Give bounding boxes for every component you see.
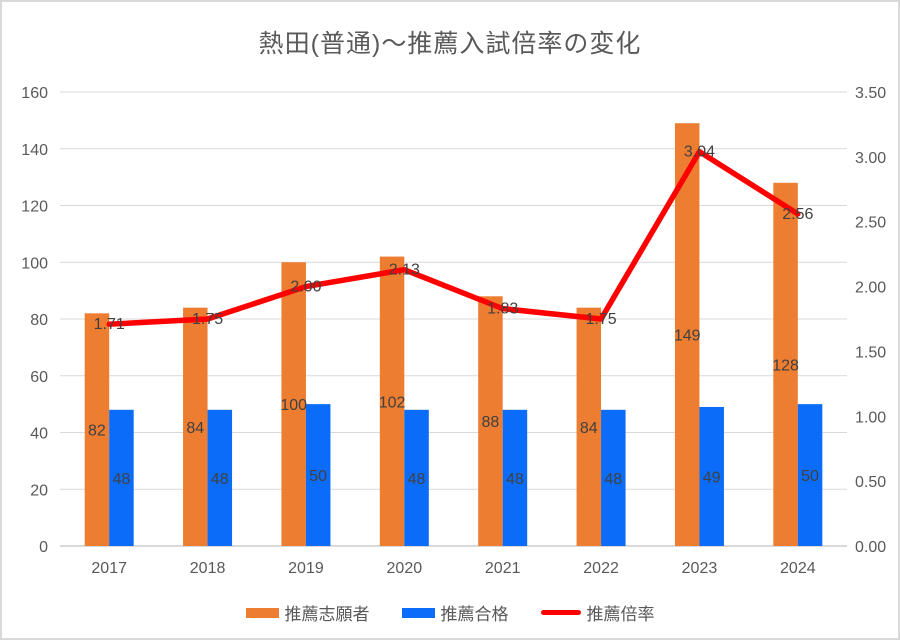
data-label-ratio-2023: 3.04 xyxy=(684,144,715,161)
data-label-applicants-2023: 149 xyxy=(674,328,701,345)
data-label-applicants-2020: 102 xyxy=(379,394,406,411)
legend-item-passed: 推薦合格 xyxy=(401,600,509,625)
bar-applicants-2020 xyxy=(379,256,405,546)
legend-item-ratio: 推薦倍率 xyxy=(540,600,655,625)
legend-label-applicants: 推薦志願者 xyxy=(284,605,370,624)
right-axis-tick: 0.50 xyxy=(855,474,886,491)
left-axis-tick: 20 xyxy=(30,482,48,499)
legend-swatch-applicants xyxy=(245,607,279,618)
data-label-passed-2017: 48 xyxy=(113,471,131,488)
category-label-2020: 2020 xyxy=(387,560,423,577)
left-axis-tick: 100 xyxy=(21,255,48,272)
data-label-ratio-2017: 1.71 xyxy=(94,316,125,333)
category-label-2023: 2023 xyxy=(682,560,718,577)
category-label-2024: 2024 xyxy=(780,560,816,577)
bar-applicants-2021 xyxy=(478,296,503,546)
data-label-ratio-2021: 1.83 xyxy=(487,301,518,318)
bar-applicants-2019 xyxy=(281,262,306,546)
data-label-ratio-2019: 2.00 xyxy=(290,279,321,296)
data-label-ratio-2020: 2.13 xyxy=(389,262,420,279)
data-label-ratio-2022: 1.75 xyxy=(585,311,616,328)
data-label-passed-2022: 48 xyxy=(604,471,622,488)
bar-passed-2021 xyxy=(502,409,528,546)
legend-label-ratio: 推薦倍率 xyxy=(586,605,655,624)
data-label-ratio-2024: 2.56 xyxy=(782,206,813,223)
legend-swatch-passed xyxy=(401,607,435,618)
bar-applicants-2023 xyxy=(674,123,700,547)
data-label-passed-2021: 48 xyxy=(506,471,524,488)
bar-passed-2022 xyxy=(601,409,626,546)
category-label-2021: 2021 xyxy=(485,560,521,577)
bar-applicants-2018 xyxy=(183,307,208,546)
data-label-applicants-2018: 84 xyxy=(186,420,204,437)
legend-item-applicants: 推薦志願者 xyxy=(245,600,370,625)
category-label-2022: 2022 xyxy=(583,560,619,577)
left-axis-tick: 80 xyxy=(30,312,48,329)
bar-passed-2020 xyxy=(404,409,429,546)
data-label-passed-2019: 50 xyxy=(309,468,327,485)
left-axis-tick: 120 xyxy=(21,199,48,216)
right-axis-tick: 3.50 xyxy=(855,85,886,102)
legend: 推薦志願者 推薦合格 推薦倍率 xyxy=(2,600,898,625)
data-label-applicants-2017: 82 xyxy=(88,423,106,440)
data-label-applicants-2021: 88 xyxy=(482,414,500,431)
legend-label-passed: 推薦合格 xyxy=(440,605,509,624)
bar-applicants-2017 xyxy=(84,313,110,546)
data-label-applicants-2019: 100 xyxy=(280,397,307,414)
category-label-2018: 2018 xyxy=(190,560,226,577)
bar-passed-2018 xyxy=(207,409,233,546)
category-label-2017: 2017 xyxy=(91,560,127,577)
left-axis-tick: 40 xyxy=(30,426,48,443)
right-axis-tick: 3.00 xyxy=(855,150,886,167)
data-label-passed-2018: 48 xyxy=(211,471,229,488)
bar-passed-2019 xyxy=(305,404,331,546)
data-label-passed-2024: 50 xyxy=(801,468,819,485)
right-axis-tick: 1.00 xyxy=(855,409,886,426)
bar-passed-2024 xyxy=(797,404,823,546)
bar-applicants-2022 xyxy=(576,307,602,546)
data-label-passed-2023: 49 xyxy=(703,469,721,486)
chart-title: 熱田(普通)～推薦入試倍率の変化 xyxy=(258,30,642,58)
bar-passed-2023 xyxy=(699,406,724,546)
bar-applicants-2024 xyxy=(773,182,798,547)
left-axis-tick: 160 xyxy=(21,85,48,102)
data-label-ratio-2018: 1.75 xyxy=(192,311,223,328)
right-axis-tick: 1.50 xyxy=(855,344,886,361)
left-axis-tick: 60 xyxy=(30,369,48,386)
legend-swatch-ratio xyxy=(540,610,581,615)
right-axis-tick: 0.00 xyxy=(855,539,886,556)
bar-passed-2017 xyxy=(109,409,134,546)
category-label-2019: 2019 xyxy=(288,560,324,577)
data-label-applicants-2022: 84 xyxy=(580,420,598,437)
line-ratio xyxy=(106,148,801,327)
data-label-passed-2020: 48 xyxy=(408,471,426,488)
left-axis-tick: 0 xyxy=(39,539,48,556)
left-axis-tick: 140 xyxy=(21,142,48,159)
right-axis-tick: 2.00 xyxy=(855,280,886,297)
data-label-applicants-2024: 128 xyxy=(772,357,799,374)
right-axis-tick: 2.50 xyxy=(855,215,886,232)
